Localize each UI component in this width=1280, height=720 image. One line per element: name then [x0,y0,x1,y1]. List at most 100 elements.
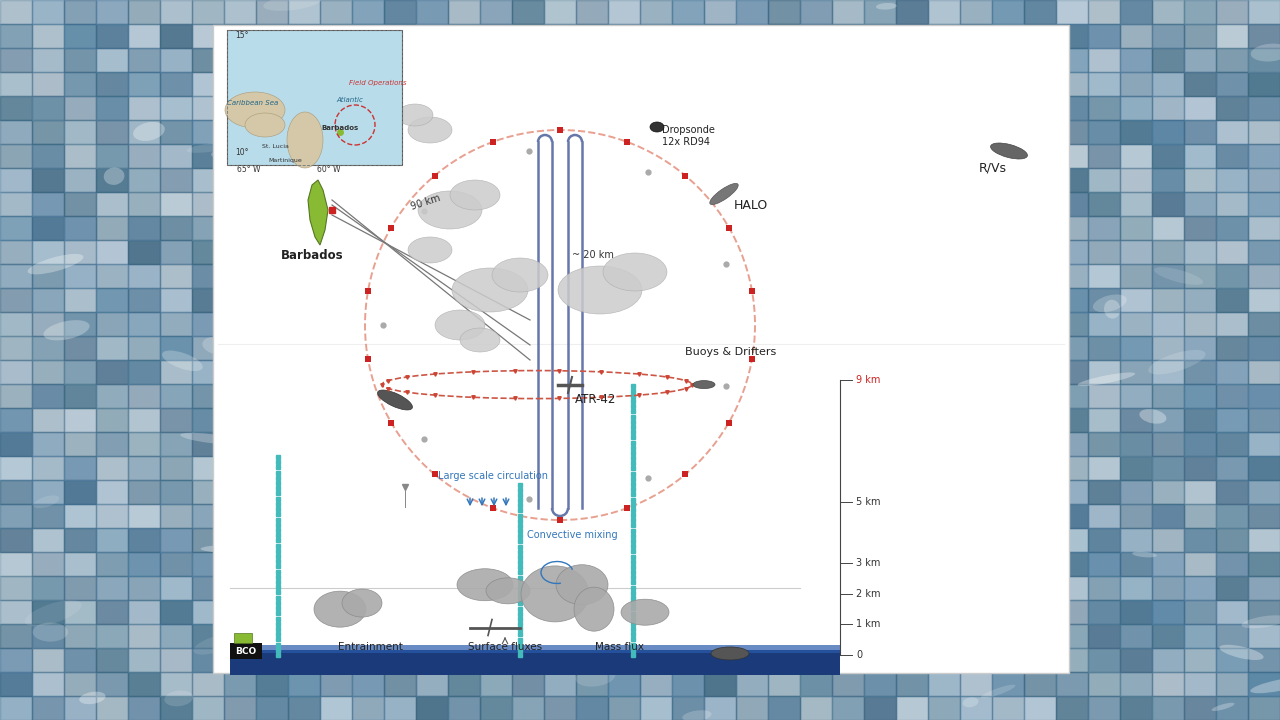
Bar [128,144,160,168]
Bar [192,216,224,240]
Bar [128,120,160,144]
Bar [256,696,288,720]
Bar [416,264,448,288]
Bar [128,360,160,384]
Ellipse shape [492,258,548,292]
Ellipse shape [1078,372,1135,386]
Bar [704,408,736,432]
Bar [320,288,352,312]
Text: 3 km: 3 km [856,558,881,568]
Text: 65° W: 65° W [237,165,261,174]
Bar [576,312,608,336]
Bar [736,432,768,456]
Bar [1088,360,1120,384]
Bar [640,432,672,456]
Bar [224,408,256,432]
Bar [1024,672,1056,696]
Bar [928,336,960,360]
Bar [1056,504,1088,528]
Bar [928,480,960,504]
Bar [416,48,448,72]
Bar [544,384,576,408]
Bar [512,0,544,24]
Bar [416,168,448,192]
Bar [800,600,832,624]
Bar [288,624,320,648]
Text: R/Vs: R/Vs [979,161,1007,174]
Bar [1216,384,1248,408]
Bar [608,480,640,504]
Bar [1088,72,1120,96]
Bar [416,552,448,576]
Bar [448,168,480,192]
Bar [1120,168,1152,192]
Bar [1024,408,1056,432]
Bar [608,504,640,528]
Bar [768,624,800,648]
Bar [416,288,448,312]
Bar [768,288,800,312]
Bar [160,48,192,72]
Bar [320,696,352,720]
Text: 0: 0 [856,650,863,660]
Bar [1152,24,1184,48]
Bar [704,144,736,168]
Bar [992,384,1024,408]
Bar [320,480,352,504]
Bar [480,72,512,96]
Bar [992,144,1024,168]
Bar [736,312,768,336]
Bar [800,144,832,168]
Bar [1120,552,1152,576]
Bar [864,696,896,720]
Bar [1056,264,1088,288]
Bar [832,216,864,240]
Ellipse shape [521,256,554,265]
Bar [992,408,1024,432]
Bar [224,96,256,120]
Bar [224,144,256,168]
Bar [1120,480,1152,504]
Bar [960,216,992,240]
Bar [896,264,928,288]
Bar [256,144,288,168]
Bar [1120,504,1152,528]
Bar [448,552,480,576]
Bar [64,96,96,120]
Bar [320,600,352,624]
Bar [640,552,672,576]
Bar [800,672,832,696]
Bar [352,96,384,120]
Bar [288,240,320,264]
Bar [960,384,992,408]
Bar [352,480,384,504]
Bar [0,144,32,168]
Bar [672,528,704,552]
Bar [832,696,864,720]
Text: Large scale circulation: Large scale circulation [438,471,548,481]
Bar [32,192,64,216]
Bar [1248,312,1280,336]
Bar [288,576,320,600]
Bar [352,144,384,168]
Bar [896,432,928,456]
Bar [192,408,224,432]
Bar [736,264,768,288]
Bar [896,312,928,336]
Bar [32,120,64,144]
Bar [512,168,544,192]
Bar [832,672,864,696]
Bar [224,72,256,96]
Bar [227,30,402,165]
Bar [992,648,1024,672]
Bar [1120,384,1152,408]
Bar [480,48,512,72]
Bar [736,456,768,480]
Bar [448,0,480,24]
Bar [0,600,32,624]
Bar [640,240,672,264]
Bar [256,384,288,408]
Bar [416,384,448,408]
Bar [128,312,160,336]
Bar [768,336,800,360]
